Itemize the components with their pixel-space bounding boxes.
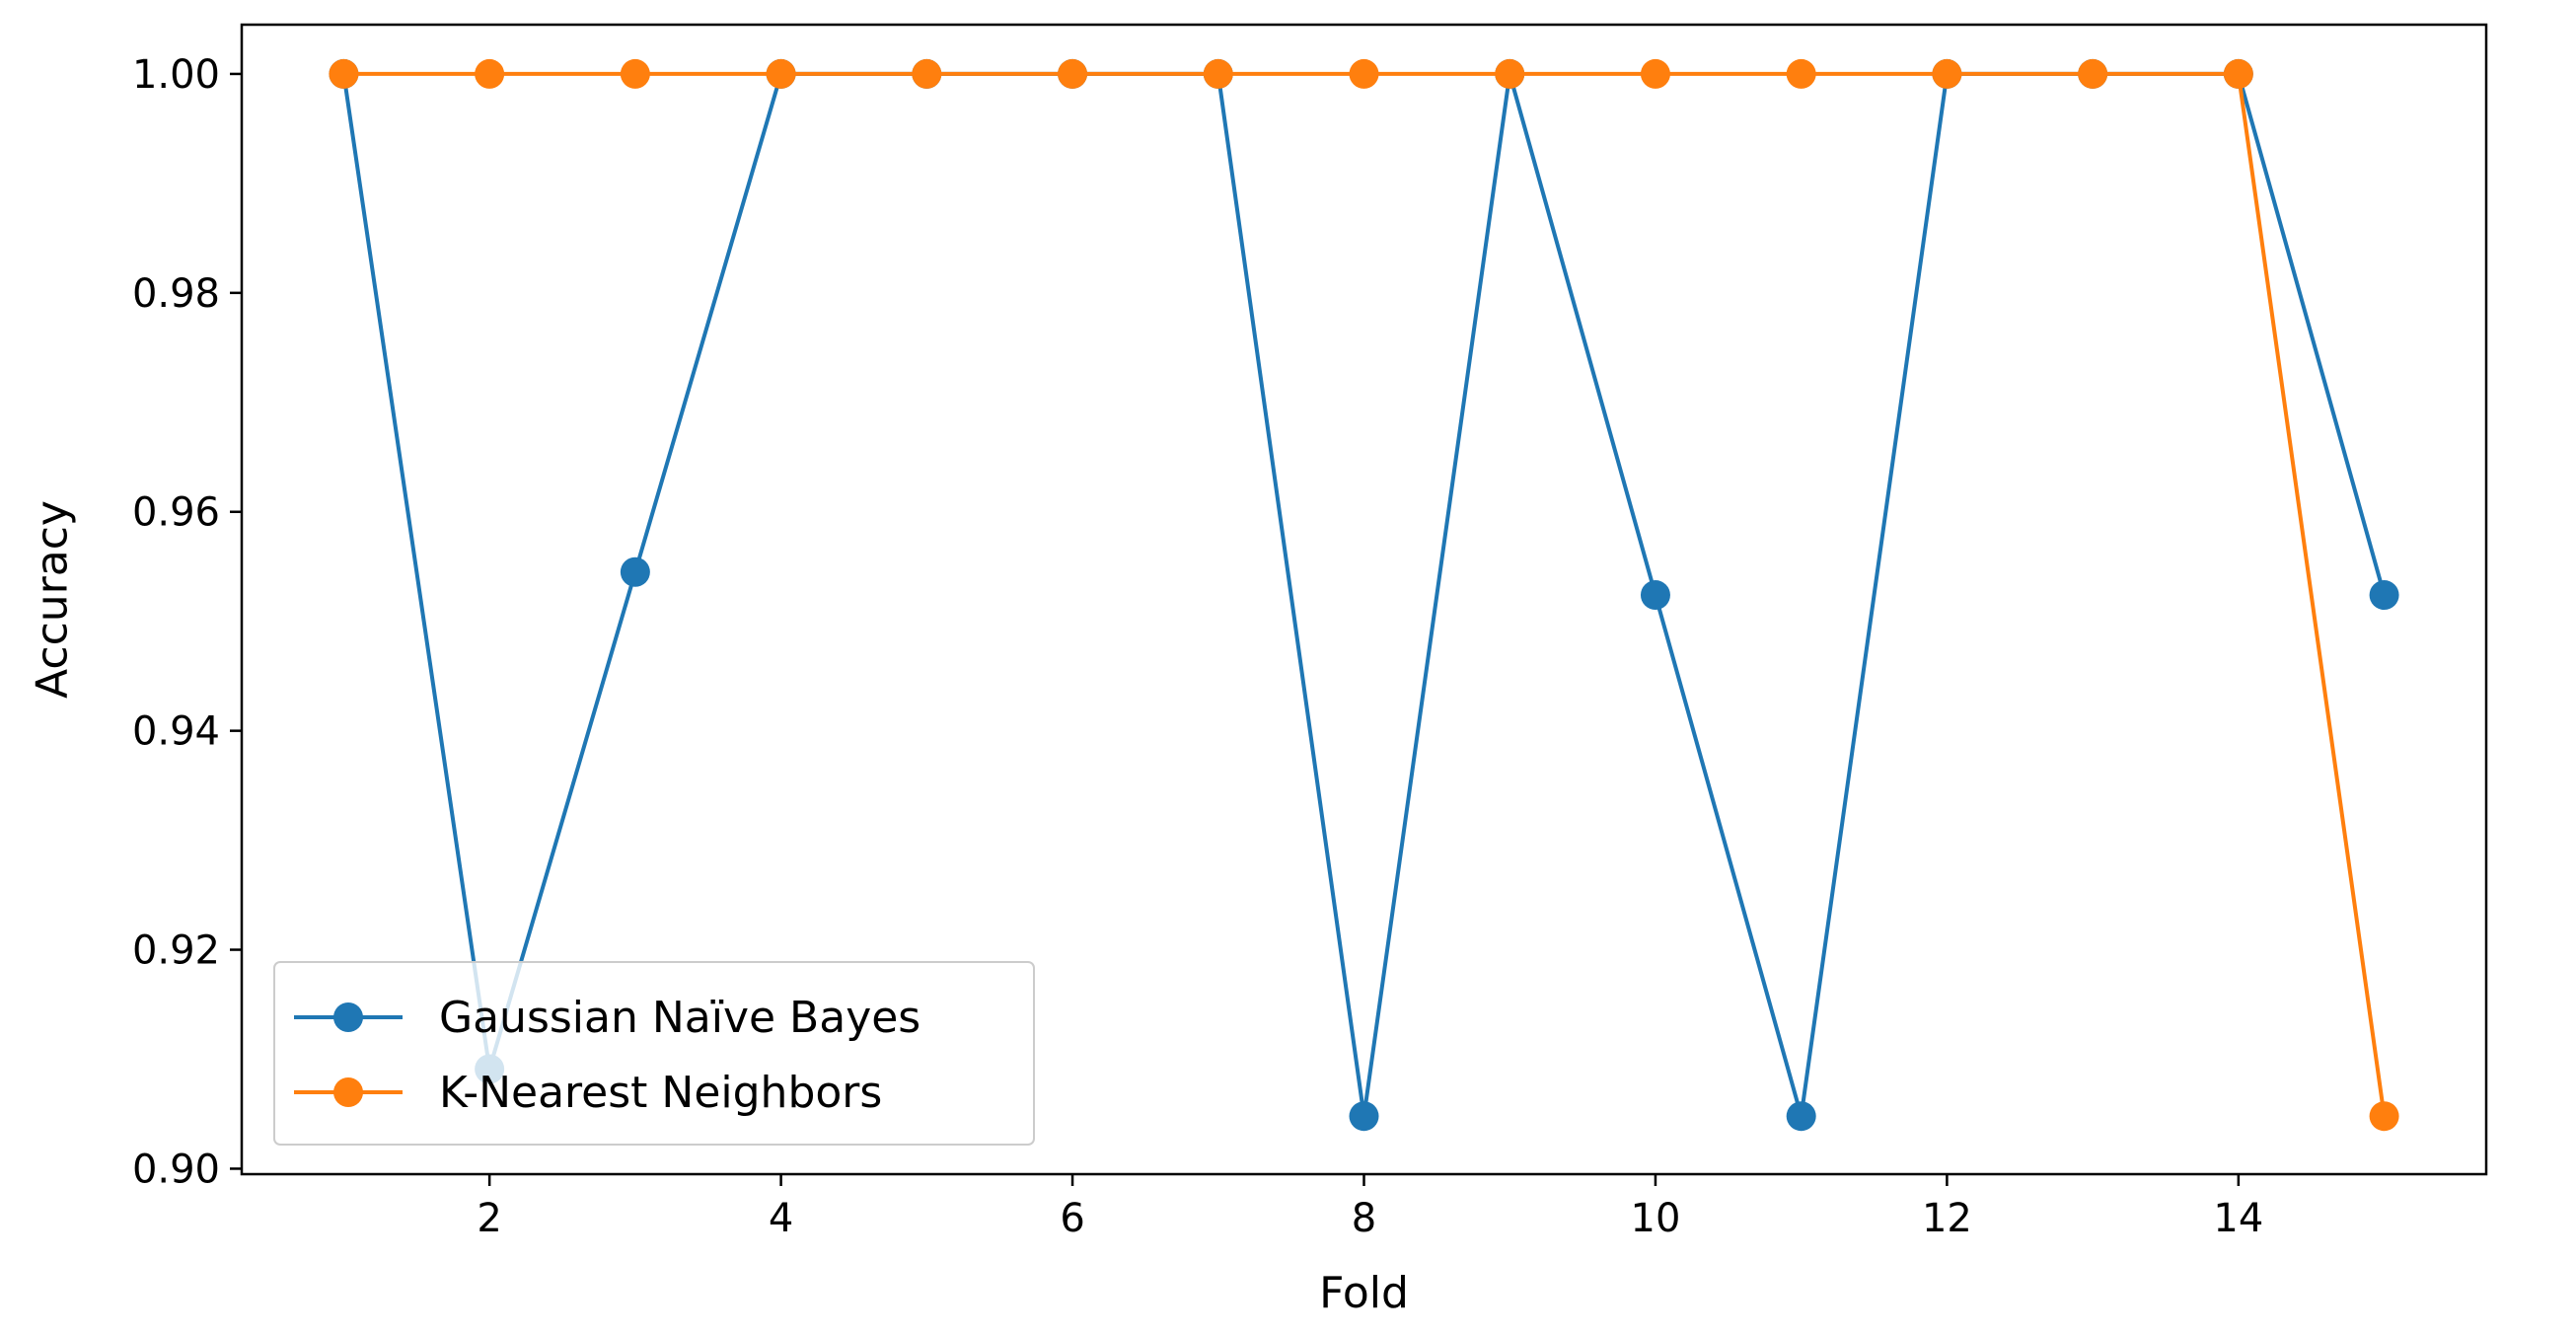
data-point	[1349, 58, 1379, 89]
data-point	[1640, 580, 1670, 611]
x-tick-label: 8	[1352, 1196, 1376, 1241]
data-point	[2223, 58, 2253, 89]
legend: Gaussian Naïve Bayes K-Nearest Neighbors	[273, 961, 1035, 1146]
legend-marker	[333, 1077, 363, 1107]
data-point	[329, 58, 359, 89]
data-point	[1932, 58, 1962, 89]
x-tick-label: 10	[1631, 1196, 1681, 1241]
axes-frame	[240, 23, 2488, 1176]
data-point	[1786, 1101, 1816, 1132]
y-tick-label: 0.90	[132, 1147, 220, 1192]
data-point	[1640, 58, 1670, 89]
data-point	[2078, 58, 2108, 89]
y-tick-label: 1.00	[132, 52, 220, 98]
data-point	[2369, 580, 2399, 611]
data-point	[620, 58, 650, 89]
data-point	[766, 58, 796, 89]
x-tick-label: 6	[1060, 1196, 1084, 1241]
data-point	[475, 58, 505, 89]
plot-area	[329, 58, 2399, 1132]
legend-entry: K-Nearest Neighbors	[294, 1068, 882, 1118]
legend-marker	[333, 1002, 363, 1032]
y-axis-label: Accuracy	[27, 500, 77, 699]
x-tick-label: 2	[477, 1196, 501, 1241]
series-line	[343, 71, 2387, 1117]
legend-box	[273, 961, 1035, 1146]
x-tick-label: 12	[1922, 1196, 1972, 1241]
data-point	[1203, 58, 1233, 89]
data-point	[2369, 1101, 2399, 1132]
legend-label: K-Nearest Neighbors	[439, 1068, 882, 1118]
series-k-nearest-neighbors	[329, 58, 2399, 1132]
y-tick-label: 0.98	[132, 271, 220, 317]
axis-ticks: 2 4 6 8 10 12 14 0.90 0.92 0.94 0.96 0.98 1.00	[132, 52, 2263, 1241]
series-line	[341, 71, 2387, 1119]
y-tick-label: 0.96	[132, 490, 220, 536]
data-point	[912, 58, 942, 89]
data-point	[1349, 1101, 1379, 1132]
y-tick-label: 0.94	[132, 709, 220, 755]
data-point	[1786, 58, 1816, 89]
legend-label: Gaussian Naïve Bayes	[439, 993, 920, 1043]
legend-entry: Gaussian Naïve Bayes	[294, 993, 920, 1043]
data-point	[1058, 58, 1088, 89]
y-tick-label: 0.92	[132, 928, 220, 974]
x-tick-label: 4	[769, 1196, 793, 1241]
data-point	[620, 556, 650, 587]
data-point	[1495, 58, 1525, 89]
x-tick-label: 14	[2213, 1196, 2263, 1241]
x-axis-label: Fold	[1319, 1268, 1409, 1318]
